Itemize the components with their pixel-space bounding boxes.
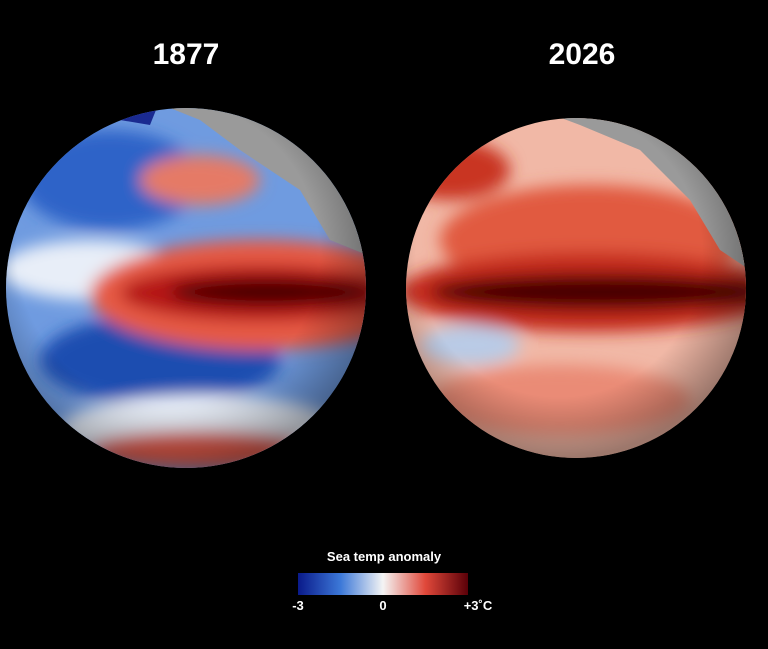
globe-2026: [406, 118, 746, 458]
panel-title: 2026: [549, 38, 616, 71]
legend-tick-label: -3: [292, 598, 304, 613]
color-scale: [298, 573, 468, 595]
panel-title: 1877: [153, 38, 220, 71]
legend-tick-label: 0: [379, 598, 386, 613]
legend-tick-label: +3˚C: [464, 598, 493, 613]
legend-ticks: -3 0 +3˚C: [292, 598, 493, 613]
legend-title: Sea temp anomaly: [327, 549, 442, 564]
